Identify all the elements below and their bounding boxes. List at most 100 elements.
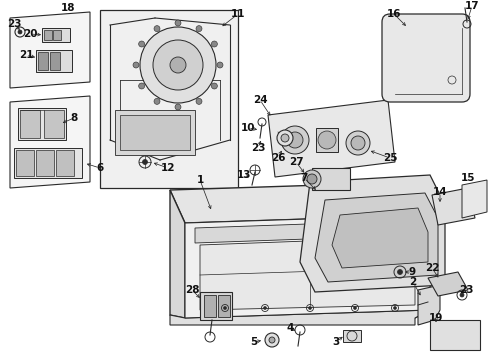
Circle shape [397, 270, 402, 274]
Bar [315, 128, 337, 152]
Polygon shape [170, 190, 184, 318]
Polygon shape [417, 285, 439, 325]
Text: 25: 25 [382, 153, 396, 163]
Polygon shape [200, 237, 414, 310]
Bar [36, 50, 72, 72]
Text: 23: 23 [250, 143, 264, 153]
Bar [203, 295, 216, 317]
Circle shape [264, 333, 279, 347]
Text: 13: 13 [236, 170, 251, 180]
Circle shape [223, 306, 226, 310]
Circle shape [353, 306, 356, 310]
Bar [311, 168, 349, 190]
Circle shape [175, 20, 181, 26]
Circle shape [133, 62, 139, 68]
Circle shape [138, 83, 144, 89]
Text: 20: 20 [23, 29, 37, 39]
Polygon shape [170, 182, 429, 223]
Bar [115, 110, 195, 155]
Bar [14, 148, 82, 178]
Circle shape [303, 170, 320, 188]
Polygon shape [461, 180, 486, 218]
Circle shape [268, 337, 274, 343]
Circle shape [154, 98, 160, 104]
Polygon shape [414, 182, 429, 318]
Circle shape [346, 131, 369, 155]
Text: 18: 18 [61, 3, 75, 13]
Text: 22: 22 [424, 263, 438, 273]
Text: 5: 5 [250, 337, 257, 347]
Text: 4: 4 [286, 323, 293, 333]
Circle shape [350, 136, 364, 150]
Text: 19: 19 [428, 313, 442, 323]
Polygon shape [10, 12, 90, 88]
Polygon shape [314, 193, 437, 282]
Polygon shape [331, 208, 427, 268]
Text: 23: 23 [7, 19, 21, 29]
Bar [42, 28, 70, 42]
Bar [56, 150, 74, 176]
Circle shape [18, 30, 22, 34]
Circle shape [276, 130, 292, 146]
Circle shape [196, 26, 202, 32]
Circle shape [211, 83, 217, 89]
Circle shape [459, 293, 463, 297]
Polygon shape [170, 310, 429, 325]
Circle shape [142, 159, 147, 165]
Text: 16: 16 [386, 9, 401, 19]
Text: 27: 27 [288, 157, 303, 167]
Text: 9: 9 [407, 267, 415, 277]
Polygon shape [267, 100, 394, 177]
Circle shape [263, 306, 266, 310]
Bar [20, 110, 40, 138]
Circle shape [170, 57, 185, 73]
Polygon shape [299, 175, 444, 292]
Circle shape [175, 104, 181, 110]
Bar [100, 10, 238, 188]
Circle shape [138, 41, 144, 47]
Bar [16, 150, 34, 176]
Text: 11: 11 [230, 9, 245, 19]
Circle shape [153, 40, 203, 90]
Bar [342, 330, 360, 342]
Bar [38, 52, 48, 70]
Polygon shape [431, 188, 474, 225]
Circle shape [306, 174, 316, 184]
Circle shape [317, 131, 335, 149]
Text: 2: 2 [408, 277, 416, 287]
Polygon shape [427, 272, 467, 296]
Circle shape [211, 41, 217, 47]
Text: 7: 7 [300, 173, 307, 183]
Circle shape [154, 26, 160, 32]
Text: 8: 8 [70, 113, 78, 123]
Text: 3: 3 [332, 337, 339, 347]
Circle shape [393, 306, 396, 310]
Polygon shape [195, 220, 419, 243]
Bar [429, 320, 479, 350]
Bar [200, 292, 231, 320]
Bar [44, 30, 52, 40]
Bar [18, 108, 66, 140]
Text: 15: 15 [460, 173, 474, 183]
Polygon shape [184, 215, 429, 318]
Text: 12: 12 [161, 163, 175, 173]
Circle shape [217, 62, 223, 68]
Bar [44, 110, 64, 138]
Text: 6: 6 [96, 163, 103, 173]
Text: 23: 23 [458, 285, 472, 295]
Text: 21: 21 [19, 50, 33, 60]
Circle shape [196, 98, 202, 104]
Bar [120, 115, 190, 150]
FancyBboxPatch shape [381, 14, 469, 102]
Circle shape [281, 134, 288, 142]
Bar [218, 295, 229, 317]
Text: 10: 10 [240, 123, 255, 133]
Text: 17: 17 [464, 1, 478, 11]
Text: 14: 14 [432, 187, 447, 197]
Circle shape [308, 306, 311, 310]
Circle shape [140, 27, 216, 103]
Text: 26: 26 [270, 153, 285, 163]
Bar [50, 52, 60, 70]
Bar [53, 30, 61, 40]
Text: 1: 1 [196, 175, 203, 185]
